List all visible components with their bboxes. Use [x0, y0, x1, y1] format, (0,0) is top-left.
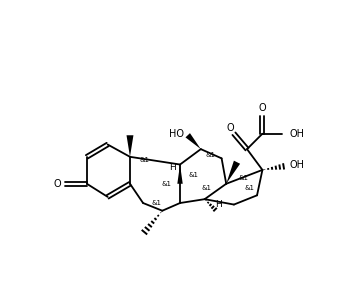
Text: &1: &1: [238, 175, 248, 180]
Text: &1: &1: [152, 200, 162, 206]
Text: &1: &1: [161, 181, 171, 187]
Polygon shape: [177, 165, 183, 184]
Text: H: H: [215, 200, 222, 209]
Text: O: O: [258, 103, 266, 113]
Text: OH: OH: [289, 129, 304, 139]
Text: &1: &1: [188, 172, 198, 178]
Polygon shape: [185, 133, 201, 149]
Text: &1: &1: [139, 157, 149, 163]
Text: &1: &1: [244, 185, 254, 191]
Text: O: O: [53, 179, 61, 189]
Text: O: O: [226, 122, 234, 132]
Text: HO: HO: [169, 129, 184, 139]
Polygon shape: [226, 161, 240, 184]
Text: OH: OH: [289, 159, 304, 170]
Text: H: H: [169, 163, 176, 172]
Text: &1: &1: [206, 151, 216, 158]
Polygon shape: [126, 135, 133, 157]
Text: &1: &1: [202, 185, 212, 191]
